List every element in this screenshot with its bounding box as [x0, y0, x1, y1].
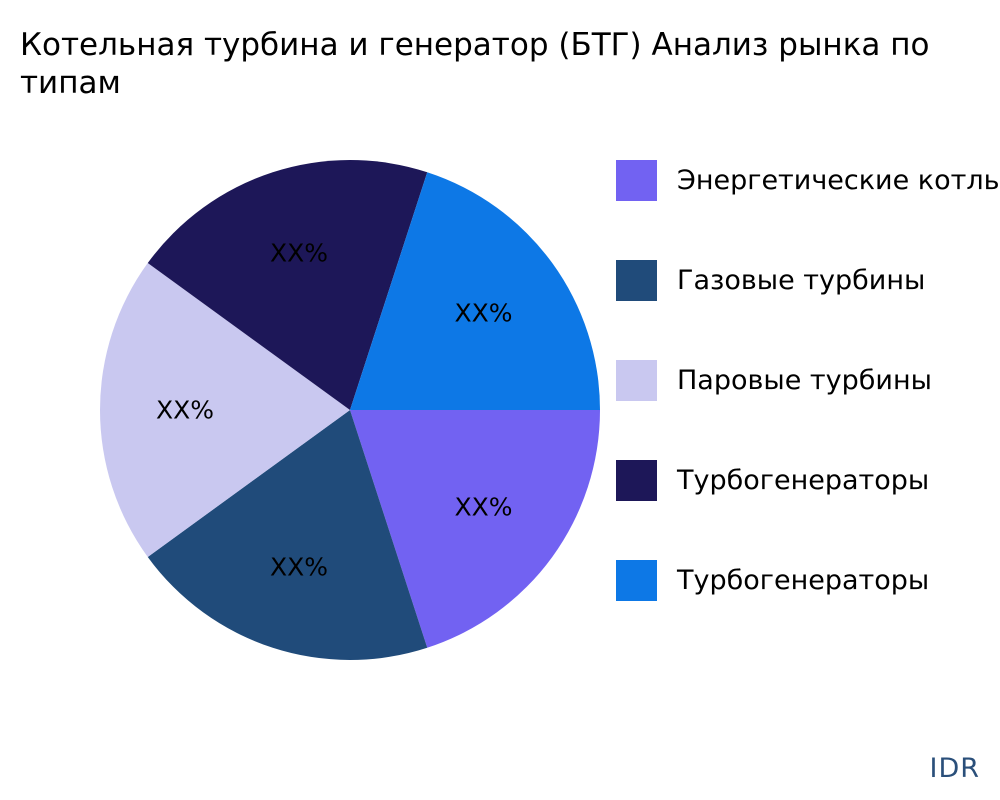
legend-swatch-4: [616, 460, 657, 501]
legend-label-1: Энергетические котлы: [677, 165, 1000, 196]
pie-slices: [100, 160, 600, 660]
legend-swatch-1: [616, 160, 657, 201]
pie-slice-labels: XX% XX% XX% XX% XX%: [156, 239, 513, 582]
legend-label-3: Паровые турбины: [677, 365, 932, 396]
pie-slice-3: [100, 263, 350, 557]
legend-swatch-2: [616, 260, 657, 301]
pie-slice-label-1: XX%: [454, 492, 512, 521]
legend-label-2: Газовые турбины: [677, 265, 925, 296]
pie-slice-2: [147, 410, 428, 660]
chart-title-line-1: Котельная турбина и генератор (БТГ) Анал…: [20, 27, 930, 63]
pie-slice-label-5: XX%: [454, 299, 512, 328]
legend: Энергетические котлы Газовые турбины Паров…: [616, 160, 1000, 601]
pie-slice-4: [147, 160, 428, 410]
chart-title-line-2: типам: [20, 65, 121, 101]
legend-swatch-5: [616, 560, 657, 601]
pie-slice-5: [350, 172, 600, 410]
pie-slice-label-3: XX%: [156, 396, 214, 425]
chart-title: Котельная турбина и генератор (БТГ) Анал…: [20, 26, 1000, 102]
legend-label-5: Турбогенераторы: [676, 565, 929, 596]
pie-slice-label-2: XX%: [270, 552, 328, 581]
legend-label-4: Турбогенераторы: [676, 465, 929, 496]
pie-slice-label-4: XX%: [270, 239, 328, 268]
pie-slice-1: [350, 410, 600, 648]
brand-logo: IDR: [929, 753, 980, 784]
legend-swatch-3: [616, 360, 657, 401]
